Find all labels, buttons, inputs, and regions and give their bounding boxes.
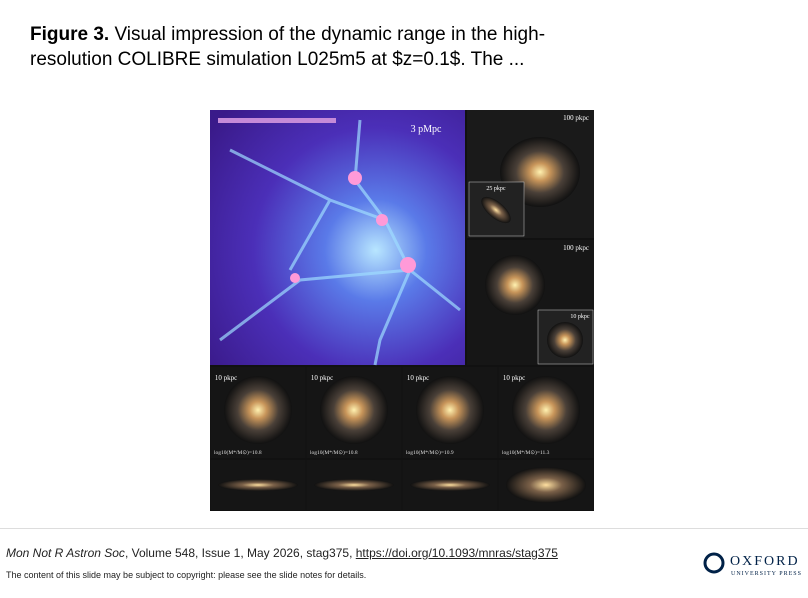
galaxy-image <box>547 322 583 358</box>
scale-label: 100 pkpc <box>563 244 589 252</box>
galaxy-image <box>320 376 388 444</box>
scale-label: 10 pkpc <box>215 374 237 382</box>
edge-on-image <box>218 479 298 491</box>
galaxy-image <box>416 376 484 444</box>
copyright: The content of this slide may be subject… <box>6 570 367 580</box>
scale-label: 10 pkpc <box>570 314 590 320</box>
colorbar <box>218 118 336 123</box>
scale-label: 3 pMpc <box>411 124 442 135</box>
scale-label: 10 pkpc <box>311 374 333 382</box>
edge-on-image <box>410 479 490 491</box>
mass-label: log10(M*/M⊙)=10.8 <box>214 449 262 456</box>
mass-label: log10(M*/M⊙)=10.8 <box>310 449 358 456</box>
scale-label: 10 pkpc <box>503 374 525 382</box>
edge-on-image <box>506 467 586 503</box>
citation-text: , Volume 548, Issue 1, May 2026, stag375… <box>124 546 356 560</box>
figure-image: 3 pMpc 100 pkpc 25 pkpc 100 pkpc 10 pkpc… <box>210 110 594 511</box>
doi-link[interactable]: https://doi.org/10.1093/mnras/stag375 <box>355 546 558 560</box>
logo-mark <box>703 552 725 574</box>
cosmic-web-panel <box>210 110 465 365</box>
galaxy-row: 10 pkpc log10(M*/M⊙)=10.8 10 pkpc log10(M*/… <box>210 367 594 510</box>
halos <box>290 171 416 283</box>
logo-name: OXFORD <box>730 554 800 569</box>
figure-label: Figure 3. <box>30 24 110 45</box>
galaxy-image <box>485 255 545 315</box>
scale-label: 10 pkpc <box>407 374 429 382</box>
galaxy-image <box>224 376 292 444</box>
citation: Mon Not R Astron Soc, Volume 548, Issue … <box>6 546 558 560</box>
galaxy-image <box>481 196 511 224</box>
scale-label: 25 pkpc <box>486 186 506 192</box>
caption-text: Visual impression of the dynamic range i… <box>30 24 546 70</box>
caption: Figure 3. Visual impression of the dynam… <box>30 22 550 72</box>
galaxy-image <box>512 376 580 444</box>
journal: Mon Not R Astron Soc <box>6 546 125 560</box>
oxford-logo: OXFORD UNIVERSITY PRESS <box>703 552 802 577</box>
scale-label: 100 pkpc <box>563 114 589 122</box>
edge-on-image <box>314 479 394 491</box>
logo-sub: UNIVERSITY PRESS <box>731 571 802 577</box>
divider <box>0 528 808 529</box>
mass-label: log10(M*/M⊙)=11.3 <box>502 449 550 456</box>
mass-label: log10(M*/M⊙)=10.9 <box>406 449 454 456</box>
